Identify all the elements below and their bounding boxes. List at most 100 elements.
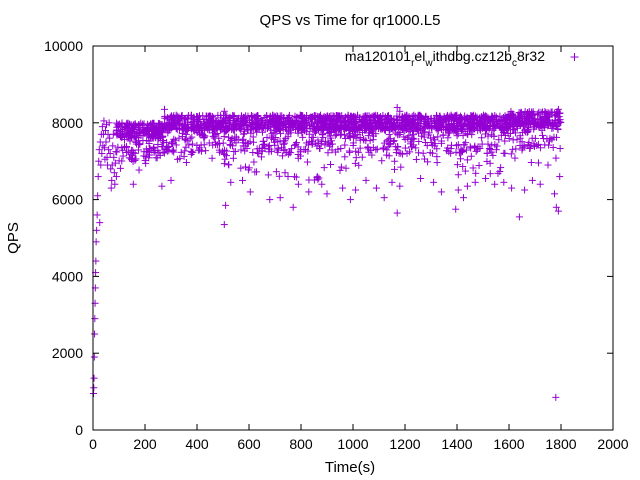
data-point [454,186,462,194]
data-point [265,148,273,156]
x-tick-labels: 0 200 400 600 800 1000 1200 1400 1600 1800 2000 [89,436,629,452]
data-point [207,112,215,120]
data-point [390,165,398,173]
data-point [172,141,180,149]
data-point [403,123,411,131]
data-point [417,112,425,120]
data-point [290,173,298,181]
data-point [232,139,240,147]
data-point [481,114,489,122]
data-point [556,145,564,153]
data-point [458,147,466,155]
data-point [422,113,430,121]
data-point [354,131,362,139]
data-point [376,117,384,125]
data-point [257,115,265,123]
data-point [246,188,254,196]
data-point [336,166,344,174]
data-point [330,115,338,123]
data-point [289,203,297,211]
data-point [114,143,122,151]
data-point [203,119,211,127]
data-point [359,120,367,128]
data-point [169,140,177,148]
data-point [209,141,217,149]
data-point [188,140,196,148]
data-point [405,132,413,140]
data-point [116,164,124,172]
data-point [123,148,131,156]
data-point [182,125,190,133]
data-point [163,138,171,146]
data-point [402,121,410,129]
data-point [175,126,183,134]
data-point [549,143,557,151]
data-point [364,132,372,140]
data-point [281,169,289,177]
data-point [98,123,106,131]
data-point [272,116,280,124]
data-point [110,169,118,177]
data-point [531,134,539,142]
data-point [146,145,154,153]
data-point [107,165,115,173]
data-point [447,145,455,153]
data-point [288,117,296,125]
legend-label: ma120101relwithdbg.cz12bc8r32 [345,48,545,69]
data-point [454,141,462,149]
data-point [499,114,507,122]
data-point [318,130,326,138]
data-point [464,115,472,123]
data-point [273,146,281,154]
data-point [90,384,98,392]
data-point [113,148,121,156]
data-point [134,134,142,142]
data-point [552,393,560,401]
plot-frame [92,45,614,431]
data-point [220,221,228,229]
data-point [470,125,478,133]
data-point [436,112,444,120]
data-point [320,121,328,129]
data-point [237,164,245,172]
data-point [550,133,558,141]
data-point [433,145,441,153]
data-point [437,137,445,145]
data-point [342,164,350,172]
data-point [404,118,412,126]
data-point [328,146,336,154]
data-point [249,119,257,127]
axis-ticks [92,45,614,431]
data-point [477,126,485,134]
data-point [421,155,429,163]
data-point [272,168,280,176]
data-point [154,146,162,154]
data-point [411,124,419,132]
data-point [292,140,300,148]
data-point [135,166,143,174]
data-point [467,144,475,152]
data-point [257,153,265,161]
data-point [219,139,227,147]
data-point [350,132,358,140]
data-point [172,121,180,129]
data-point [270,129,278,137]
data-point [91,330,99,338]
data-point [410,131,418,139]
legend-marker [570,53,579,61]
data-point [444,144,452,152]
data-point [202,123,210,131]
data-point [239,176,246,184]
data-point [193,122,201,130]
data-point [507,150,515,158]
data-point [346,118,354,126]
data-point [254,149,262,157]
data-point [450,123,458,131]
data-point [364,144,372,152]
data-point [287,129,295,137]
data-point [444,134,452,142]
data-point [384,111,392,119]
data-point [464,121,472,129]
data-point [276,194,284,202]
data-point [176,154,184,162]
